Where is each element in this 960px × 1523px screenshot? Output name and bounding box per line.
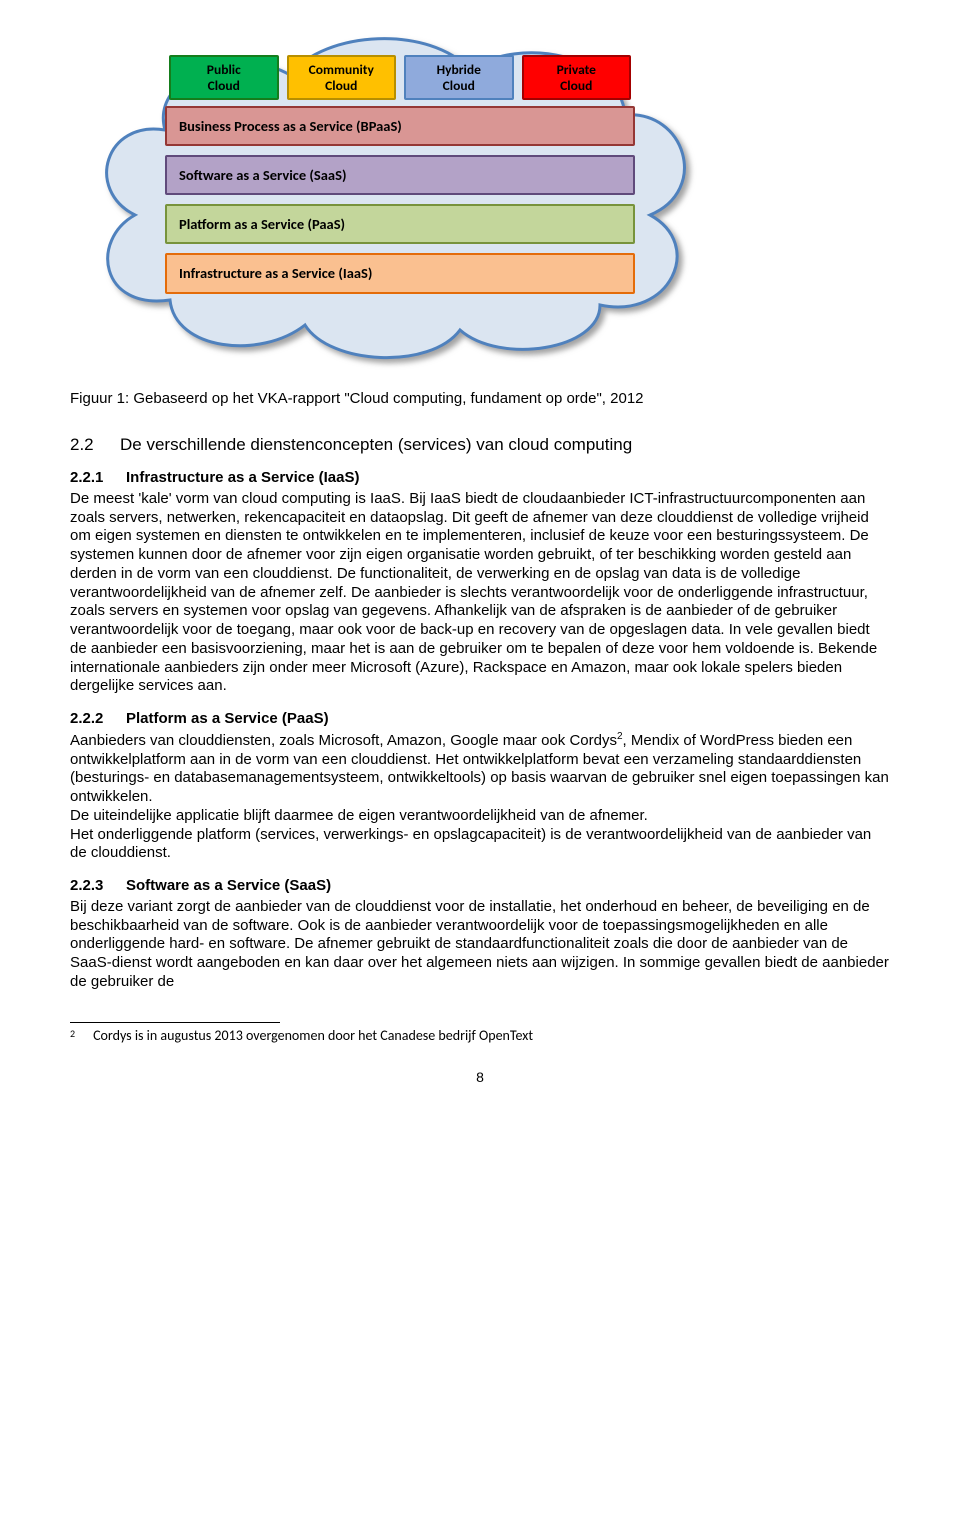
subsection-heading-iaas: 2.2.1Infrastructure as a Service (IaaS): [70, 469, 890, 488]
subsection-title: Software as a Service (SaaS): [126, 877, 331, 894]
deployment-model-box: PrivateCloud: [522, 55, 632, 100]
service-layer-box: Software as a Service (SaaS): [165, 155, 635, 195]
paragraph-paas: Aanbieders van clouddiensten, zoals Micr…: [70, 731, 890, 863]
page-number: 8: [70, 1069, 890, 1087]
service-layers: Business Process as a Service (BPaaS) Sof…: [165, 106, 635, 294]
section-heading-2-2: 2.2De verschillende dienstenconcepten (s…: [70, 434, 890, 455]
subsection-number: 2.2.1: [70, 469, 126, 488]
subsection-number: 2.2.2: [70, 710, 126, 729]
deployment-model-box: HybrideCloud: [404, 55, 514, 100]
paas-body-post: , Mendix of WordPress bieden een ontwikk…: [70, 732, 889, 862]
diagram-content: PublicCloudCommunityCloudHybrideCloudPri…: [165, 55, 635, 303]
footnote-text: Cordys is in augustus 2013 overgenomen d…: [93, 1027, 533, 1045]
figure-caption: Figuur 1: Gebaseerd op het VKA-rapport "…: [70, 390, 890, 409]
deployment-model-box: PublicCloud: [169, 55, 279, 100]
paragraph-iaas: De meest 'kale' vorm van cloud computing…: [70, 490, 890, 696]
footnote-separator: [70, 1022, 280, 1023]
service-layer-box: Infrastructure as a Service (IaaS): [165, 253, 635, 293]
section-title: De verschillende dienstenconcepten (serv…: [120, 435, 632, 454]
subsection-title: Infrastructure as a Service (IaaS): [126, 469, 359, 486]
footnote: 2 Cordys is in augustus 2013 overgenomen…: [70, 1027, 890, 1045]
footnote-number: 2: [70, 1027, 75, 1045]
section-number: 2.2: [70, 434, 120, 455]
subsection-heading-saas: 2.2.3Software as a Service (SaaS): [70, 877, 890, 896]
cloud-diagram: PublicCloudCommunityCloudHybrideCloudPri…: [80, 20, 700, 370]
subsection-title: Platform as a Service (PaaS): [126, 710, 329, 727]
subsection-heading-paas: 2.2.2Platform as a Service (PaaS): [70, 710, 890, 729]
deployment-models-row: PublicCloudCommunityCloudHybrideCloudPri…: [165, 55, 635, 100]
paragraph-saas: Bij deze variant zorgt de aanbieder van …: [70, 898, 890, 992]
service-layer-box: Platform as a Service (PaaS): [165, 204, 635, 244]
service-layer-box: Business Process as a Service (BPaaS): [165, 106, 635, 146]
subsection-number: 2.2.3: [70, 877, 126, 896]
paas-body-pre: Aanbieders van clouddiensten, zoals Micr…: [70, 732, 617, 749]
deployment-model-box: CommunityCloud: [287, 55, 397, 100]
